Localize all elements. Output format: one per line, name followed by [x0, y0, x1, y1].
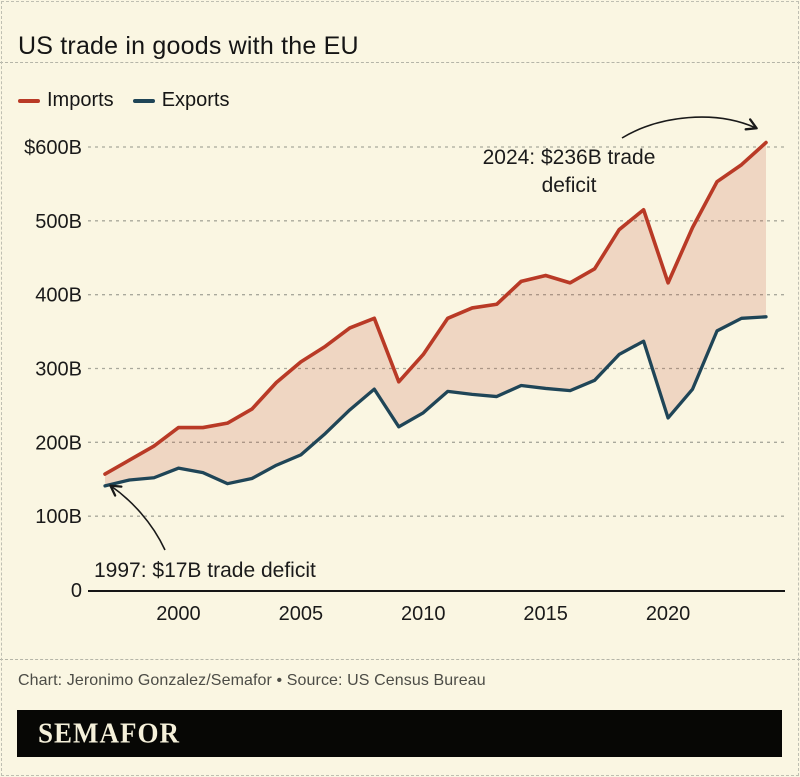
y-axis-labels: $600B 500B 400B 300B 200B 100B 0	[24, 137, 82, 602]
credit-line: Chart: Jeronimo Gonzalez/Semafor • Sourc…	[18, 672, 486, 689]
area-fill-group	[105, 142, 766, 486]
y-tick-200: 200B	[35, 432, 82, 454]
legend-item-exports: Exports	[132, 89, 230, 112]
x-tick-2020: 2020	[646, 603, 691, 625]
title-separator	[0, 62, 800, 63]
semafor-logo: SEMAFOR	[38, 717, 180, 749]
semafor-logo-bar: SEMAFOR	[17, 710, 782, 757]
x-tick-2000: 2000	[156, 603, 201, 625]
annotation-arrows	[109, 116, 758, 551]
y-tick-400: 400B	[35, 285, 82, 307]
x-tick-2005: 2005	[279, 603, 324, 625]
x-axis-labels: 2000 2005 2010 2015 2020	[156, 603, 690, 625]
series-lines	[103, 140, 768, 488]
legend-label-imports: Imports	[47, 89, 114, 111]
chart-title: US trade in goods with the EU	[18, 31, 359, 60]
exports-line	[103, 315, 768, 488]
y-tick-0: 0	[71, 580, 82, 602]
x-tick-2010: 2010	[401, 603, 446, 625]
legend: Imports Exports	[18, 89, 230, 112]
annotation-2024-deficit: 2024: $236B trade deficit	[482, 146, 656, 197]
imports-line	[103, 140, 768, 476]
y-tick-600: $600B	[24, 137, 82, 159]
y-tick-100: 100B	[35, 506, 82, 528]
arrow-2024-icon	[621, 116, 758, 139]
arrow-1997-icon	[109, 484, 166, 551]
legend-item-imports: Imports	[18, 89, 114, 112]
annotation-1997-deficit: 1997: $17B trade deficit	[94, 559, 316, 582]
y-tick-300: 300B	[35, 359, 82, 381]
legend-label-exports: Exports	[161, 89, 230, 111]
trade-deficit-area	[105, 142, 766, 486]
imports-swatch-icon	[18, 98, 40, 103]
x-tick-2015: 2015	[523, 603, 568, 625]
exports-swatch-icon	[132, 98, 155, 103]
footer-separator	[0, 659, 800, 660]
y-tick-500: 500B	[35, 211, 82, 233]
